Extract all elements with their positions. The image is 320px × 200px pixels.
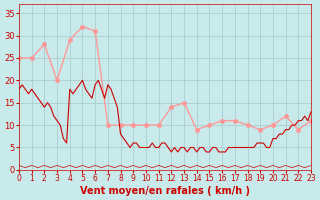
X-axis label: Vent moyen/en rafales ( km/h ): Vent moyen/en rafales ( km/h )	[80, 186, 250, 196]
